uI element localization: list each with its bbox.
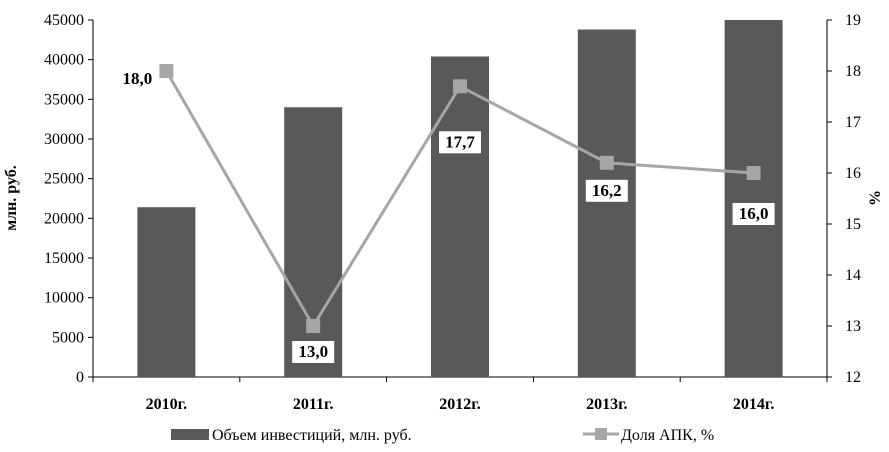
data-label: 16,0 — [739, 204, 769, 223]
legend-line-label: Доля АПК, % — [621, 427, 714, 444]
legend-line-marker — [595, 428, 607, 440]
bar — [431, 56, 489, 377]
bar — [284, 107, 343, 378]
category-label: 2010г. — [146, 396, 187, 413]
data-label-box — [116, 68, 159, 90]
data-labels: 18,0 13,0 17,7 16,2 16,0 — [116, 68, 775, 363]
line-series — [159, 64, 761, 333]
left-tick-label: 40000 — [44, 52, 84, 69]
data-label-box — [732, 203, 775, 225]
data-label-box — [585, 179, 628, 202]
y-axis-title: млн. руб. — [3, 165, 20, 231]
bar — [577, 29, 636, 378]
line-marker — [746, 166, 761, 180]
left-ticks: 0 5000 10000 15000 20000 25000 30000 35000 40000… — [44, 12, 93, 386]
left-tick-label: 30000 — [44, 131, 84, 148]
bars — [137, 20, 783, 378]
left-tick-label: 10000 — [44, 290, 84, 307]
category-label: 2014г. — [733, 396, 774, 413]
legend-bar-swatch — [171, 429, 209, 440]
legend: Объем инвестиций, млн. руб. Доля АПК, % — [171, 427, 714, 444]
left-tick-label: 5000 — [52, 329, 84, 346]
right-tick-label: 16 — [845, 165, 861, 182]
left-tick-label: 45000 — [44, 12, 84, 29]
data-label-box — [292, 341, 335, 363]
data-label-box — [439, 131, 481, 154]
line-marker — [453, 79, 467, 94]
legend-bar-label: Объем инвестиций, млн. руб. — [212, 427, 412, 444]
data-label: 18,0 — [123, 69, 153, 88]
data-label: 13,0 — [298, 342, 328, 361]
line-marker — [306, 319, 321, 333]
left-tick-label: 25000 — [44, 171, 84, 188]
data-label: 16,2 — [592, 181, 622, 200]
category-labels: 2010г. 2011г. 2012г. 2013г. 2014г. — [92, 377, 828, 413]
data-label: 17,7 — [445, 132, 475, 151]
y2-axis-title: % — [867, 190, 884, 206]
category-label: 2013г. — [586, 396, 627, 413]
category-label: 2012г. — [439, 396, 480, 413]
right-ticks: 12 13 14 15 16 17 18 19 — [827, 12, 861, 386]
left-tick-label: 15000 — [44, 250, 84, 267]
line-marker — [599, 155, 614, 170]
bar — [137, 207, 196, 377]
left-tick-label: 0 — [76, 369, 84, 386]
right-tick-label: 14 — [845, 267, 861, 284]
right-tick-label: 15 — [845, 216, 861, 233]
left-tick-label: 35000 — [44, 91, 84, 108]
bar — [724, 20, 783, 377]
right-tick-label: 13 — [845, 318, 861, 335]
left-tick-label: 20000 — [44, 210, 84, 227]
line-marker — [159, 64, 174, 78]
right-tick-label: 17 — [845, 114, 861, 131]
category-label: 2011г. — [293, 396, 334, 413]
right-tick-label: 19 — [845, 12, 861, 29]
right-tick-label: 18 — [845, 63, 861, 80]
right-tick-label: 12 — [845, 369, 861, 386]
